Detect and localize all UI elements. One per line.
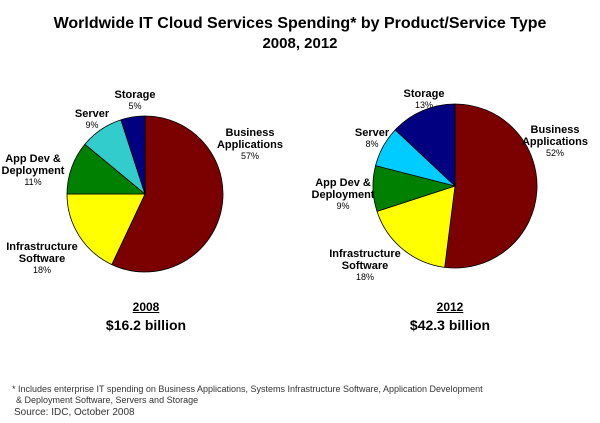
slice-label-percent: 52% bbox=[546, 148, 564, 158]
slice-label-name: Business bbox=[531, 124, 580, 136]
caption-year: 2008 bbox=[132, 300, 160, 314]
slice-label-2008-infrastructure-software: Infrastructure Software 18% bbox=[6, 241, 78, 275]
slice-label-name: Storage bbox=[404, 88, 445, 100]
slice-label-percent: 57% bbox=[241, 151, 259, 161]
slice-label-percent: 9% bbox=[336, 201, 349, 211]
source-note: Source: IDC, October 2008 bbox=[14, 407, 135, 418]
pie-slice-2008-infrastructure-software bbox=[66, 193, 146, 266]
title-text: Worldwide IT Cloud Services Spending* by… bbox=[53, 15, 547, 32]
caption-total: $42.3 billion bbox=[409, 317, 491, 333]
slice-label-percent: 9% bbox=[85, 120, 98, 130]
slice-label-percent: 18% bbox=[33, 265, 51, 275]
slice-label-name: Infrastructure bbox=[6, 241, 78, 253]
slice-label-percent: 18% bbox=[356, 272, 374, 282]
footnote-line: & Deployment Software, Servers and Stora… bbox=[16, 395, 199, 405]
pie-slice-2012-storage bbox=[394, 103, 456, 187]
slice-label-percent: 13% bbox=[415, 100, 433, 110]
slice-label-name: Infrastructure bbox=[329, 248, 401, 260]
pie-slice-2012-business-applications bbox=[444, 103, 538, 269]
chart-subtitle: 2008, 2012 bbox=[262, 35, 338, 52]
chart-title: Worldwide IT Cloud Services Spending* by… bbox=[0, 14, 600, 54]
footnote: * Includes enterprise IT spending on Bus… bbox=[12, 384, 592, 406]
slice-label-2012-business-applications: Business Applications 52% bbox=[522, 124, 588, 158]
slice-label-name: App Dev & bbox=[5, 153, 61, 165]
slice-label-name: Applications bbox=[522, 136, 588, 148]
caption-total: $16.2 billion bbox=[105, 317, 187, 333]
slice-label-name: Deployment bbox=[2, 165, 65, 177]
slice-label-2012-server: Server 8% bbox=[355, 127, 390, 149]
slice-label-name: Business bbox=[226, 127, 275, 139]
slice-label-2012-app-dev-and-deployment: App Dev & Deployment 9% bbox=[312, 177, 375, 211]
slice-label-name: Software bbox=[19, 253, 65, 265]
slice-label-name: Server bbox=[75, 108, 110, 120]
slice-label-2008-server: Server 9% bbox=[75, 108, 110, 130]
slice-label-percent: 11% bbox=[24, 177, 41, 187]
pie-slice-2008-business-applications bbox=[111, 115, 224, 273]
caption-year: 2012 bbox=[436, 300, 464, 314]
slice-label-2008-storage: Storage 5% bbox=[115, 89, 156, 111]
pie-slice-2012-infrastructure-software bbox=[376, 185, 456, 268]
slice-label-name: App Dev & bbox=[315, 177, 371, 189]
slice-label-name: Software bbox=[342, 260, 388, 272]
slice-label-2008-business-applications: Business Applications 57% bbox=[217, 127, 283, 161]
footnote-line: * Includes enterprise IT spending on Bus… bbox=[12, 384, 483, 394]
slice-label-name: Applications bbox=[217, 139, 283, 151]
slice-label-percent: 8% bbox=[365, 139, 378, 149]
slice-label-name: Deployment bbox=[312, 189, 375, 201]
pie-slice-2008-storage bbox=[120, 115, 146, 195]
slice-label-2008-app-dev-and-deployment: App Dev & Deployment 11% bbox=[2, 153, 65, 187]
slice-label-name: Server bbox=[355, 127, 390, 139]
caption-2012: 2012 $42.3 billion bbox=[370, 300, 530, 333]
slice-label-2012-infrastructure-software: Infrastructure Software 18% bbox=[329, 248, 401, 282]
slice-label-percent: 5% bbox=[128, 101, 141, 111]
slice-label-name: Storage bbox=[115, 89, 156, 101]
caption-2008: 2008 $16.2 billion bbox=[66, 300, 226, 333]
slice-label-2012-storage: Storage 13% bbox=[404, 88, 445, 110]
